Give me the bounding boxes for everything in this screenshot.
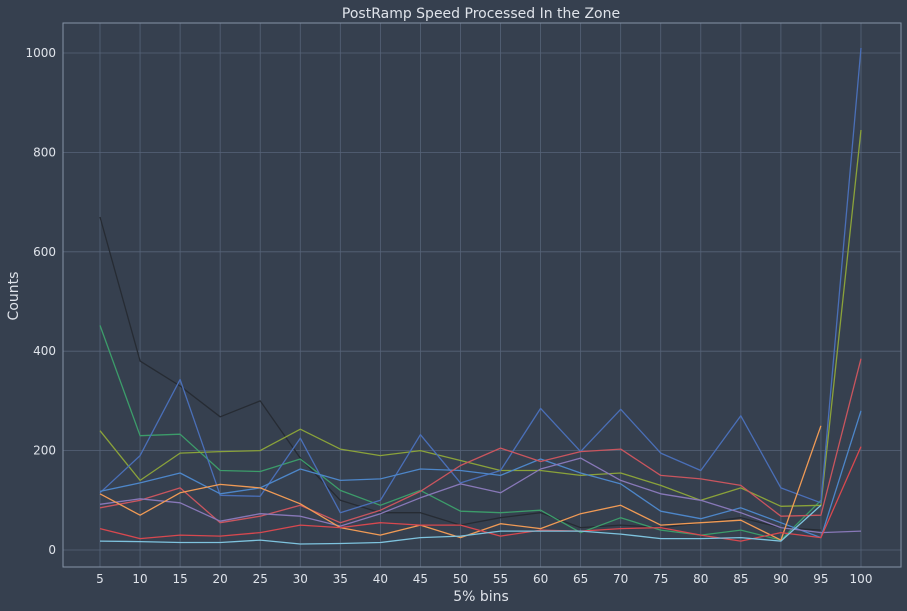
- grid: [63, 23, 901, 567]
- series-line-6: [99, 358, 862, 524]
- series-line-3: [99, 129, 862, 507]
- x-tick-label: 30: [293, 572, 308, 586]
- x-tick-label: 10: [132, 572, 147, 586]
- x-tick-label: 40: [373, 572, 388, 586]
- y-tick-label: 1000: [25, 46, 56, 60]
- series-line-7: [99, 457, 862, 534]
- series-lines: [99, 47, 862, 545]
- series-line-5: [99, 410, 862, 539]
- y-tick-label: 600: [33, 245, 56, 259]
- x-tick-label: 55: [493, 572, 508, 586]
- y-axis-ticks: 0 200 400 600 800 1000: [25, 46, 56, 557]
- x-tick-label: 45: [413, 572, 428, 586]
- y-tick-label: 0: [48, 543, 56, 557]
- x-tick-label: 60: [533, 572, 548, 586]
- x-axis-label: 5% bins: [453, 589, 509, 605]
- series-line-9: [99, 446, 862, 542]
- x-axis-ticks: 5 10 15 20 25 30 35 40 45 50 55 60 65 70 75 80 85 90 95 100: [96, 572, 872, 586]
- x-tick-label: 95: [813, 572, 828, 586]
- x-tick-label: 25: [253, 572, 268, 586]
- x-tick-label: 20: [213, 572, 228, 586]
- x-tick-label: 75: [653, 572, 668, 586]
- y-tick-label: 400: [33, 344, 56, 358]
- x-tick-label: 85: [733, 572, 748, 586]
- x-tick-label: 50: [453, 572, 468, 586]
- x-tick-label: 5: [96, 572, 104, 586]
- x-tick-label: 90: [773, 572, 788, 586]
- chart-title: PostRamp Speed Processed In the Zone: [342, 6, 620, 22]
- x-tick-label: 35: [333, 572, 348, 586]
- y-axis-label: Counts: [6, 272, 22, 321]
- series-line-4: [99, 47, 862, 514]
- series-line-8: [99, 425, 822, 541]
- x-tick-label: 80: [693, 572, 708, 586]
- series-line-10: [99, 504, 822, 545]
- y-tick-label: 800: [33, 145, 56, 159]
- x-tick-label: 70: [613, 572, 628, 586]
- x-tick-label: 15: [172, 572, 187, 586]
- x-tick-label: 100: [850, 572, 873, 586]
- plot-frame: [62, 22, 902, 568]
- y-tick-label: 200: [33, 444, 56, 458]
- x-tick-label: 65: [573, 572, 588, 586]
